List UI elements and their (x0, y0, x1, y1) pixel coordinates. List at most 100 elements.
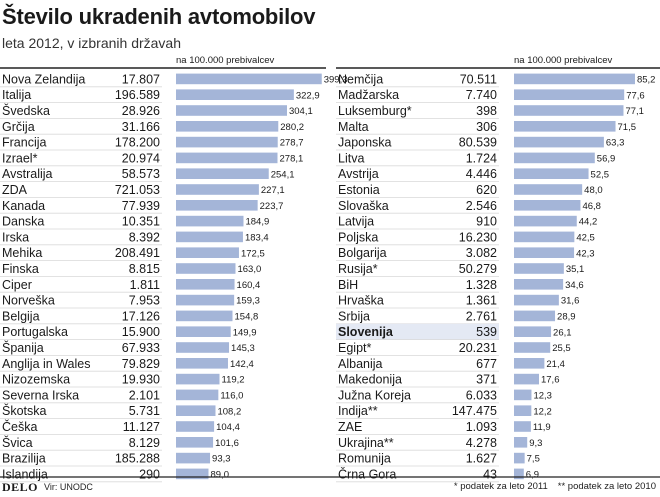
bar (176, 263, 236, 274)
bar-value-label: 77,6 (626, 90, 645, 101)
count-label: 7.740 (466, 88, 497, 102)
bar-value-label: 93,3 (212, 454, 231, 465)
bar-value-label: 52,5 (591, 169, 610, 180)
bar (514, 73, 635, 85)
country-label: Albanija (338, 357, 383, 371)
count-label: 4.446 (466, 167, 497, 181)
bar-value-label: 44,2 (579, 217, 598, 228)
bar (176, 168, 269, 179)
count-label: 1.093 (466, 420, 497, 434)
count-label: 10.351 (122, 215, 160, 229)
country-label: Belgija (2, 309, 40, 323)
country-label: Severna Irska (2, 388, 79, 402)
country-label: Francija (2, 136, 47, 150)
count-label: 15.900 (122, 325, 160, 339)
bar-value-label: 48,0 (584, 185, 603, 196)
count-label: 79.829 (122, 357, 160, 371)
bar (514, 121, 616, 132)
count-label: 58.573 (122, 167, 160, 181)
bar-value-label: 172,5 (241, 248, 265, 259)
bar (514, 152, 595, 164)
country-label: Italija (2, 88, 31, 102)
bar-value-label: 149,9 (233, 327, 257, 338)
bar (176, 184, 259, 195)
bar (176, 231, 243, 243)
bar (514, 294, 559, 306)
count-label: 17.126 (122, 309, 160, 323)
count-label: 5.731 (129, 404, 160, 418)
country-label: Hrvaška (338, 294, 384, 308)
count-label: 16.230 (459, 230, 497, 244)
bar-value-label: 11,9 (533, 422, 551, 433)
bar (514, 421, 531, 432)
country-label: Portugalska (2, 325, 68, 339)
country-label: Latvija (338, 215, 374, 229)
count-label: 8.129 (129, 436, 160, 450)
bar-value-label: 184,9 (245, 217, 269, 228)
bar (176, 200, 258, 211)
country-label: Ukrajina** (338, 436, 394, 450)
country-label: Črna Gora (338, 466, 396, 481)
country-label: Slovaška (338, 199, 389, 213)
country-label: Slovenija (338, 325, 394, 339)
bar-value-label: 9,3 (529, 438, 542, 449)
bar-value-label: 17,6 (541, 375, 560, 386)
column-header: na 100.000 prebivalcev (514, 55, 612, 66)
bar (514, 200, 581, 211)
bar-value-label: 163,0 (237, 264, 261, 275)
bar-value-label: 116,0 (220, 391, 243, 402)
bar-value-label: 46,8 (582, 201, 601, 212)
bar-value-label: 35,1 (566, 264, 585, 275)
country-label: Litva (338, 151, 364, 165)
bar-value-label: 304,1 (289, 106, 313, 117)
bar-value-label: 223,7 (260, 201, 284, 212)
bar (514, 452, 525, 464)
count-label: 1.724 (466, 151, 497, 165)
bar (176, 73, 322, 85)
count-label: 7.953 (129, 294, 160, 308)
bar (176, 310, 233, 322)
bar (514, 89, 625, 100)
bar (176, 247, 239, 258)
country-label: Kanada (2, 199, 45, 213)
bar (176, 437, 214, 448)
bar (176, 105, 287, 116)
country-label: Škotska (2, 403, 47, 418)
bar (176, 89, 294, 100)
bar-value-label: 56,9 (597, 154, 616, 165)
bar-value-label: 63,3 (606, 138, 625, 149)
chart-title: Število ukradenih avtomobilov (2, 4, 316, 29)
bar-value-label: 85,2 (637, 75, 656, 86)
country-label: Južna Koreja (338, 388, 411, 402)
count-label: 2.761 (466, 309, 497, 323)
count-label: 1.627 (466, 452, 497, 466)
count-label: 20.231 (459, 341, 497, 355)
country-label: Poljska (338, 230, 378, 244)
bar (514, 105, 624, 116)
bar-value-label: 280,2 (280, 122, 304, 133)
country-label: Mehika (2, 246, 42, 260)
country-label: Malta (338, 120, 369, 134)
bar-value-label: 28,9 (557, 312, 576, 323)
bar-value-label: 160,4 (237, 280, 261, 291)
highlight-row-bg (336, 323, 499, 340)
count-label: 721.053 (115, 183, 160, 197)
footnote-2011: * podatek za leto 2011 (453, 481, 548, 492)
count-label: 3.082 (466, 246, 497, 260)
chart-subtitle: leta 2012, v izbranih državah (2, 35, 181, 51)
country-label: Ciper (2, 278, 32, 292)
bar (176, 326, 231, 337)
count-label: 290 (139, 467, 160, 481)
bar-value-label: 108,2 (217, 406, 241, 417)
count-label: 43 (483, 467, 497, 481)
country-label: Estonia (338, 183, 380, 197)
bar-value-label: 12,3 (533, 391, 552, 402)
bar (176, 136, 278, 148)
country-label: Nova Zelandija (2, 72, 85, 86)
country-label: Indija** (338, 404, 378, 418)
country-label: Izrael* (2, 151, 38, 165)
bar (514, 168, 589, 179)
country-label: Madžarska (338, 88, 399, 102)
country-label: Brazilija (2, 452, 46, 466)
